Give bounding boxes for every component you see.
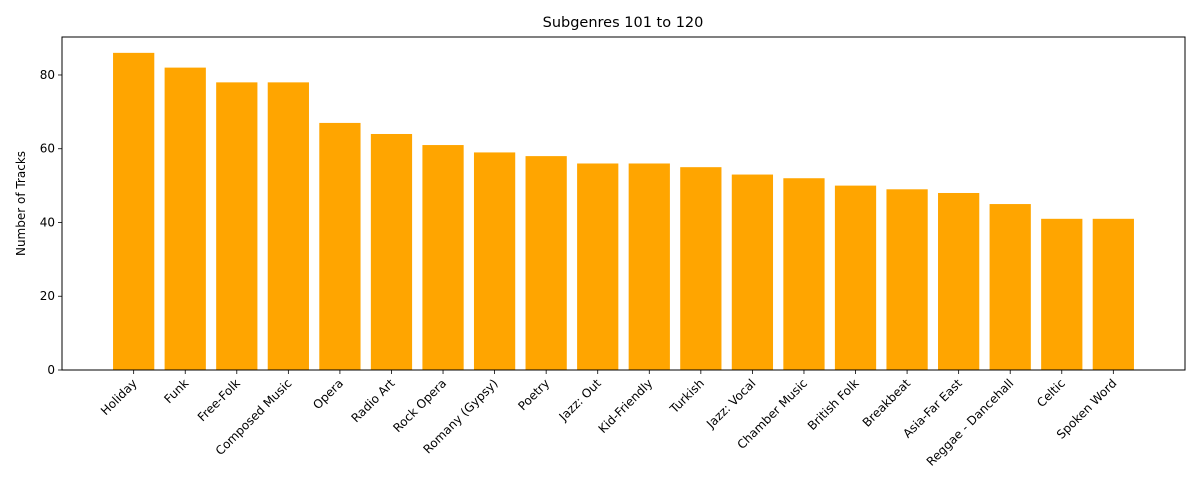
x-tick-label: Jazz: Vocal [703,376,758,431]
bar-poetry [525,156,567,370]
y-tick-label: 0 [47,363,55,377]
bar-jazz-out [577,163,619,370]
x-tick-label: Kid-Friendly [596,376,656,436]
x-tick-label: Reggae - Dancehall [924,376,1017,469]
bar-asia-far-east [938,192,980,370]
x-tick-label: Opera [310,376,346,412]
bar-breakbeat [886,189,928,370]
bar-turkish [680,167,722,370]
bar-funk [164,67,206,370]
x-tick-label: Poetry [515,376,552,413]
y-tick-label: 20 [40,289,55,303]
bar-composed-music [267,82,309,371]
y-axis: 0 20 40 60 80 [40,68,62,377]
plot-frame [61,36,1186,371]
bar-free-folk [216,82,258,371]
bar-reggae-dancehall [989,204,1031,370]
x-tick-label: Jazz: Out [556,376,604,424]
bar-celtic [1041,218,1083,370]
x-tick-label: Breakbeat [860,376,914,430]
y-tick-label: 40 [40,215,55,229]
bar-british-folk [834,185,877,370]
x-tick-label: Holiday [98,376,140,418]
x-tick-label: Turkish [667,376,707,416]
bar-opera [319,122,361,371]
x-tick-label: Celtic [1034,376,1068,410]
x-tick-label: Free-Folk [195,376,243,424]
bar-holiday [113,52,155,370]
x-tick-label: British Folk [805,376,862,433]
bar-rock-opera [422,145,464,370]
chart-title: Subgenres 101 to 120 [543,15,704,31]
bar-romany-gypsy- [473,152,516,370]
bar-spoken-word [1092,218,1134,370]
bars-group [113,52,1134,371]
x-tick-label: Radio Art [349,376,398,425]
y-tick-label: 80 [40,68,55,82]
x-tick-label: Funk [161,376,191,406]
bar-jazz-vocal [731,174,774,370]
y-axis-label: Number of Tracks [14,151,28,256]
bar-radio-art [370,133,413,370]
bar-chamber-music [783,178,825,370]
bar-kid-friendly [628,163,670,370]
y-tick-label: 60 [40,142,55,156]
